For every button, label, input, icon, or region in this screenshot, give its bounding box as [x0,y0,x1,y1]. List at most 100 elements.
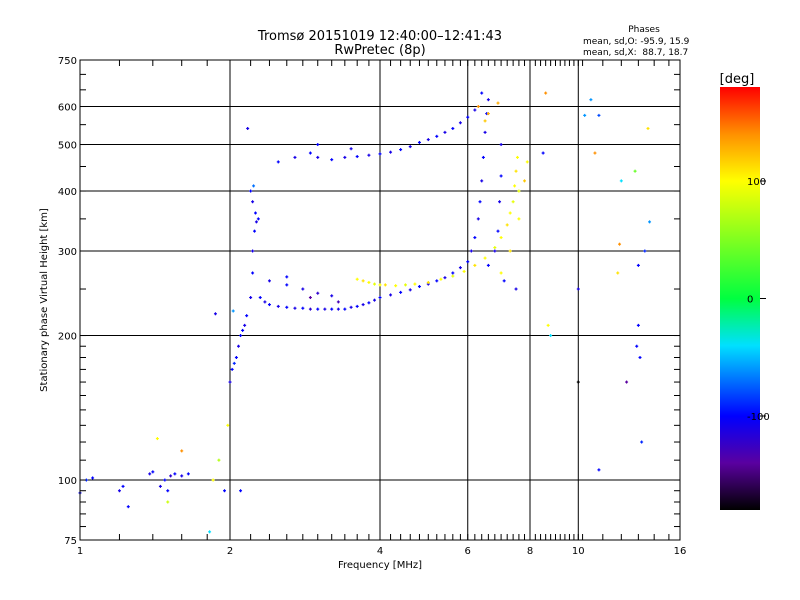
data-point [443,276,447,280]
data-point [173,472,177,476]
data-point [251,249,255,253]
data-point [158,484,162,488]
data-point [316,291,320,295]
data-point [625,380,629,384]
data-point [91,476,95,480]
data-point [252,184,256,188]
y-tick-label: 100 [58,476,77,487]
data-point [636,323,640,327]
data-point [648,220,652,224]
data-point [408,288,412,292]
data-point [399,290,403,294]
data-point [378,296,382,300]
data-point [403,283,407,287]
data-point [254,220,258,224]
data-point [451,271,455,275]
data-point [593,151,597,155]
data-point [121,484,125,488]
data-point [343,155,347,159]
data-point [316,307,320,311]
data-point [355,277,359,281]
data-point [308,307,312,311]
y-tick-label: 200 [58,332,77,343]
data-point [636,263,640,267]
data-point [541,151,545,155]
data-point [469,249,473,253]
data-point [126,505,130,509]
data-point [117,489,121,493]
colorbar-tick-label: 100 [747,177,766,188]
y-tick-label: 500 [58,141,77,152]
data-point [151,470,155,474]
data-point [523,179,527,183]
data-point [330,158,334,162]
data-point [256,217,260,221]
data-point [169,474,173,478]
data-point [389,293,393,297]
data-point [589,98,593,102]
data-point [226,423,230,427]
data-point [258,296,262,300]
data-point [399,148,403,152]
data-point [276,304,280,308]
data-point [316,155,320,159]
data-point [373,298,377,302]
x-tick-label: 1 [77,546,83,557]
data-point [493,249,497,253]
data-point [499,143,503,147]
data-point [508,249,512,253]
x-axis-label: Frequency [MHz] [338,560,422,571]
data-point [486,263,490,267]
data-point [361,279,365,283]
data-point [301,287,305,291]
data-point [213,312,217,316]
data-point [638,355,642,359]
data-point [417,140,421,144]
data-point [619,179,623,183]
data-point [426,280,430,284]
data-point [367,153,371,157]
data-point [633,169,637,173]
data-point [316,143,320,147]
x-tick-label: 4 [377,546,383,557]
data-point [180,449,184,453]
x-tick-label: 16 [674,546,687,557]
data-point [323,307,327,311]
data-point [462,269,466,273]
data-point [435,134,439,138]
data-point [514,169,518,173]
colorbar [720,87,760,510]
y-tick-label: 750 [58,56,77,67]
data-point [458,266,462,270]
data-point [458,121,462,125]
data-point [417,285,421,289]
data-point [349,147,353,151]
x-tick-label: 8 [527,546,533,557]
data-point [483,130,487,134]
data-point [245,314,249,318]
data-point [646,126,650,130]
data-point [480,91,484,95]
data-point [234,355,238,359]
grid-lines [80,60,680,540]
data-point [285,283,289,287]
data-point [515,155,519,159]
data-point [505,223,509,227]
data-point [166,489,170,493]
data-point [546,323,550,327]
data-point [583,113,587,117]
data-point [251,271,255,275]
data-point [496,101,500,105]
data-point [223,489,227,493]
data-point [361,303,365,307]
data-point [597,468,601,472]
data-point [473,263,477,267]
data-point [243,323,247,327]
data-point [408,145,412,149]
data-point [486,98,490,102]
data-point [285,305,289,309]
data-point [267,303,271,307]
data-point [330,294,334,298]
data-point [301,306,305,310]
data-point [476,217,480,221]
